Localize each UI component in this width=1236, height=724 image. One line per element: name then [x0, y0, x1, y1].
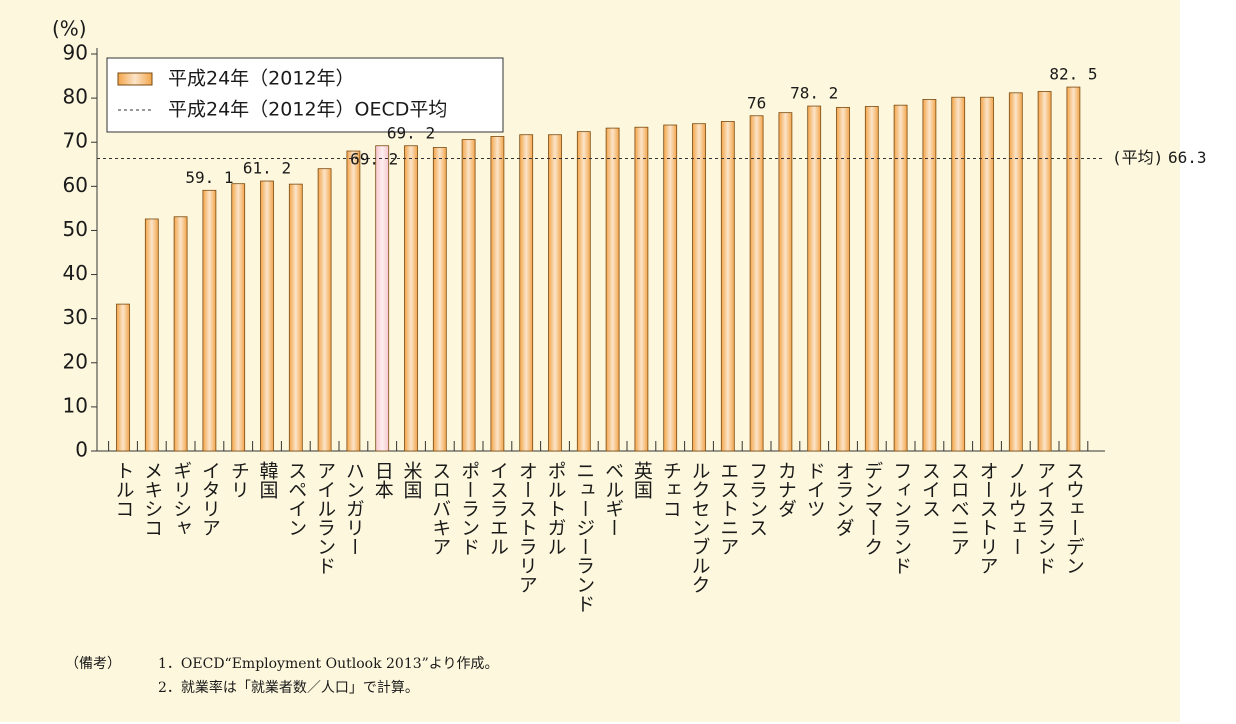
x-tick-label: 韓国	[257, 461, 279, 499]
bar	[202, 189, 217, 452]
bar	[231, 183, 246, 452]
bar	[1037, 91, 1052, 452]
value-label: 76	[747, 93, 766, 112]
value-label: 61. 2	[243, 159, 291, 178]
x-tick-label: ノルウェー	[1005, 461, 1027, 556]
mean-label: (平均)	[1112, 148, 1163, 167]
bar	[260, 180, 274, 452]
bar	[692, 123, 706, 452]
bar	[1066, 86, 1081, 452]
x-tick-label: フィンランド	[890, 461, 912, 575]
bar	[749, 115, 764, 452]
x-tick-label: スイス	[919, 461, 941, 518]
bar	[317, 168, 332, 452]
x-tick-label: カナダ	[775, 461, 797, 518]
bar	[807, 105, 822, 452]
legend-swatch	[117, 72, 153, 86]
x-tick-label: エストニア	[717, 461, 739, 556]
bar	[951, 96, 966, 452]
x-tick-label: イスラエル	[487, 461, 509, 556]
x-tick-label: ハンガリー	[343, 461, 365, 556]
x-tick-label: スペイン	[285, 461, 307, 537]
note: 1．OECD“Employment Outlook 2013”より作成。	[158, 656, 499, 672]
x-tick-label: ルクセンブルク	[689, 461, 711, 594]
bar	[288, 183, 303, 452]
x-tick-label: ポルトガル	[545, 461, 567, 556]
bar	[116, 303, 130, 452]
bar	[720, 121, 735, 452]
bar	[634, 126, 649, 452]
bar	[432, 147, 447, 452]
x-tick-label: フランス	[746, 461, 768, 537]
bar	[980, 96, 994, 452]
note: 2．就業率は「就業者数／人口」で計算。	[158, 679, 419, 696]
x-tick-label: ベルギー	[602, 461, 624, 537]
x-tick-label: イタリア	[199, 461, 221, 537]
y-tick-label: 20	[63, 349, 88, 373]
bar	[375, 145, 390, 452]
x-tick-label: オーストラリア	[516, 461, 538, 594]
y-tick-label: 40	[63, 261, 88, 285]
x-tick-label: デンマーク	[861, 461, 883, 556]
y-tick-label: 50	[63, 217, 88, 241]
bar	[461, 139, 476, 452]
y-tick-label: 90	[63, 41, 88, 65]
x-tick-label: 米国	[401, 461, 423, 499]
x-tick-label: オランダ	[833, 461, 855, 537]
y-tick-label: 80	[63, 85, 88, 109]
bar	[346, 150, 361, 452]
y-tick-label: 30	[63, 305, 88, 329]
legend-label: 平成24年（2012年）	[168, 68, 355, 90]
note-heading: （備考）	[65, 656, 121, 672]
x-tick-label: メキシコ	[141, 461, 163, 537]
bar	[663, 124, 678, 452]
x-tick-label: ポーランド	[458, 461, 480, 556]
x-tick-label: スロバキア	[429, 461, 451, 556]
bar	[490, 136, 505, 452]
value-label: 78. 2	[790, 84, 838, 103]
x-tick-label: 英国	[631, 461, 653, 499]
bar	[605, 127, 620, 452]
legend-label: 平成24年（2012年）OECD平均	[168, 99, 447, 121]
bar	[893, 104, 908, 452]
x-tick-label: トルコ	[113, 461, 135, 518]
legend-box	[106, 57, 504, 133]
x-tick-label: チェコ	[660, 461, 682, 518]
bar	[1008, 92, 1023, 452]
x-tick-label: アイルランド	[314, 461, 336, 575]
bar	[576, 131, 591, 452]
bar	[778, 112, 793, 452]
value-label: 69. 2	[350, 149, 398, 168]
x-tick-label: ニュージーランド	[573, 461, 595, 613]
x-tick-label: スウェーデン	[1063, 461, 1085, 575]
bar	[922, 99, 937, 452]
x-tick-label: 日本	[372, 461, 394, 499]
bar	[173, 216, 188, 452]
y-tick-label: 70	[63, 129, 88, 153]
x-tick-label: オーストリア	[977, 461, 999, 575]
x-tick-label: アイスランド	[1034, 461, 1056, 575]
value-label: 59. 1	[185, 168, 233, 187]
value-label: 69. 2	[387, 123, 435, 142]
x-tick-label: ドイツ	[804, 461, 826, 518]
y-unit: (%)	[52, 17, 87, 41]
value-label: 82. 5	[1049, 65, 1097, 84]
x-tick-label: スロベニア	[948, 461, 970, 556]
bar	[548, 134, 562, 452]
mean-value: 66.3	[1168, 148, 1207, 167]
y-tick-label: 10	[63, 393, 88, 417]
y-tick-label: 60	[63, 173, 88, 197]
y-tick-label: 0	[75, 438, 88, 462]
x-tick-label: チリ	[228, 461, 250, 499]
x-tick-label: ギリシャ	[170, 461, 192, 537]
bar	[519, 134, 534, 452]
bar	[836, 106, 850, 452]
bar	[404, 145, 418, 452]
bar	[864, 106, 879, 452]
bar	[144, 218, 159, 452]
